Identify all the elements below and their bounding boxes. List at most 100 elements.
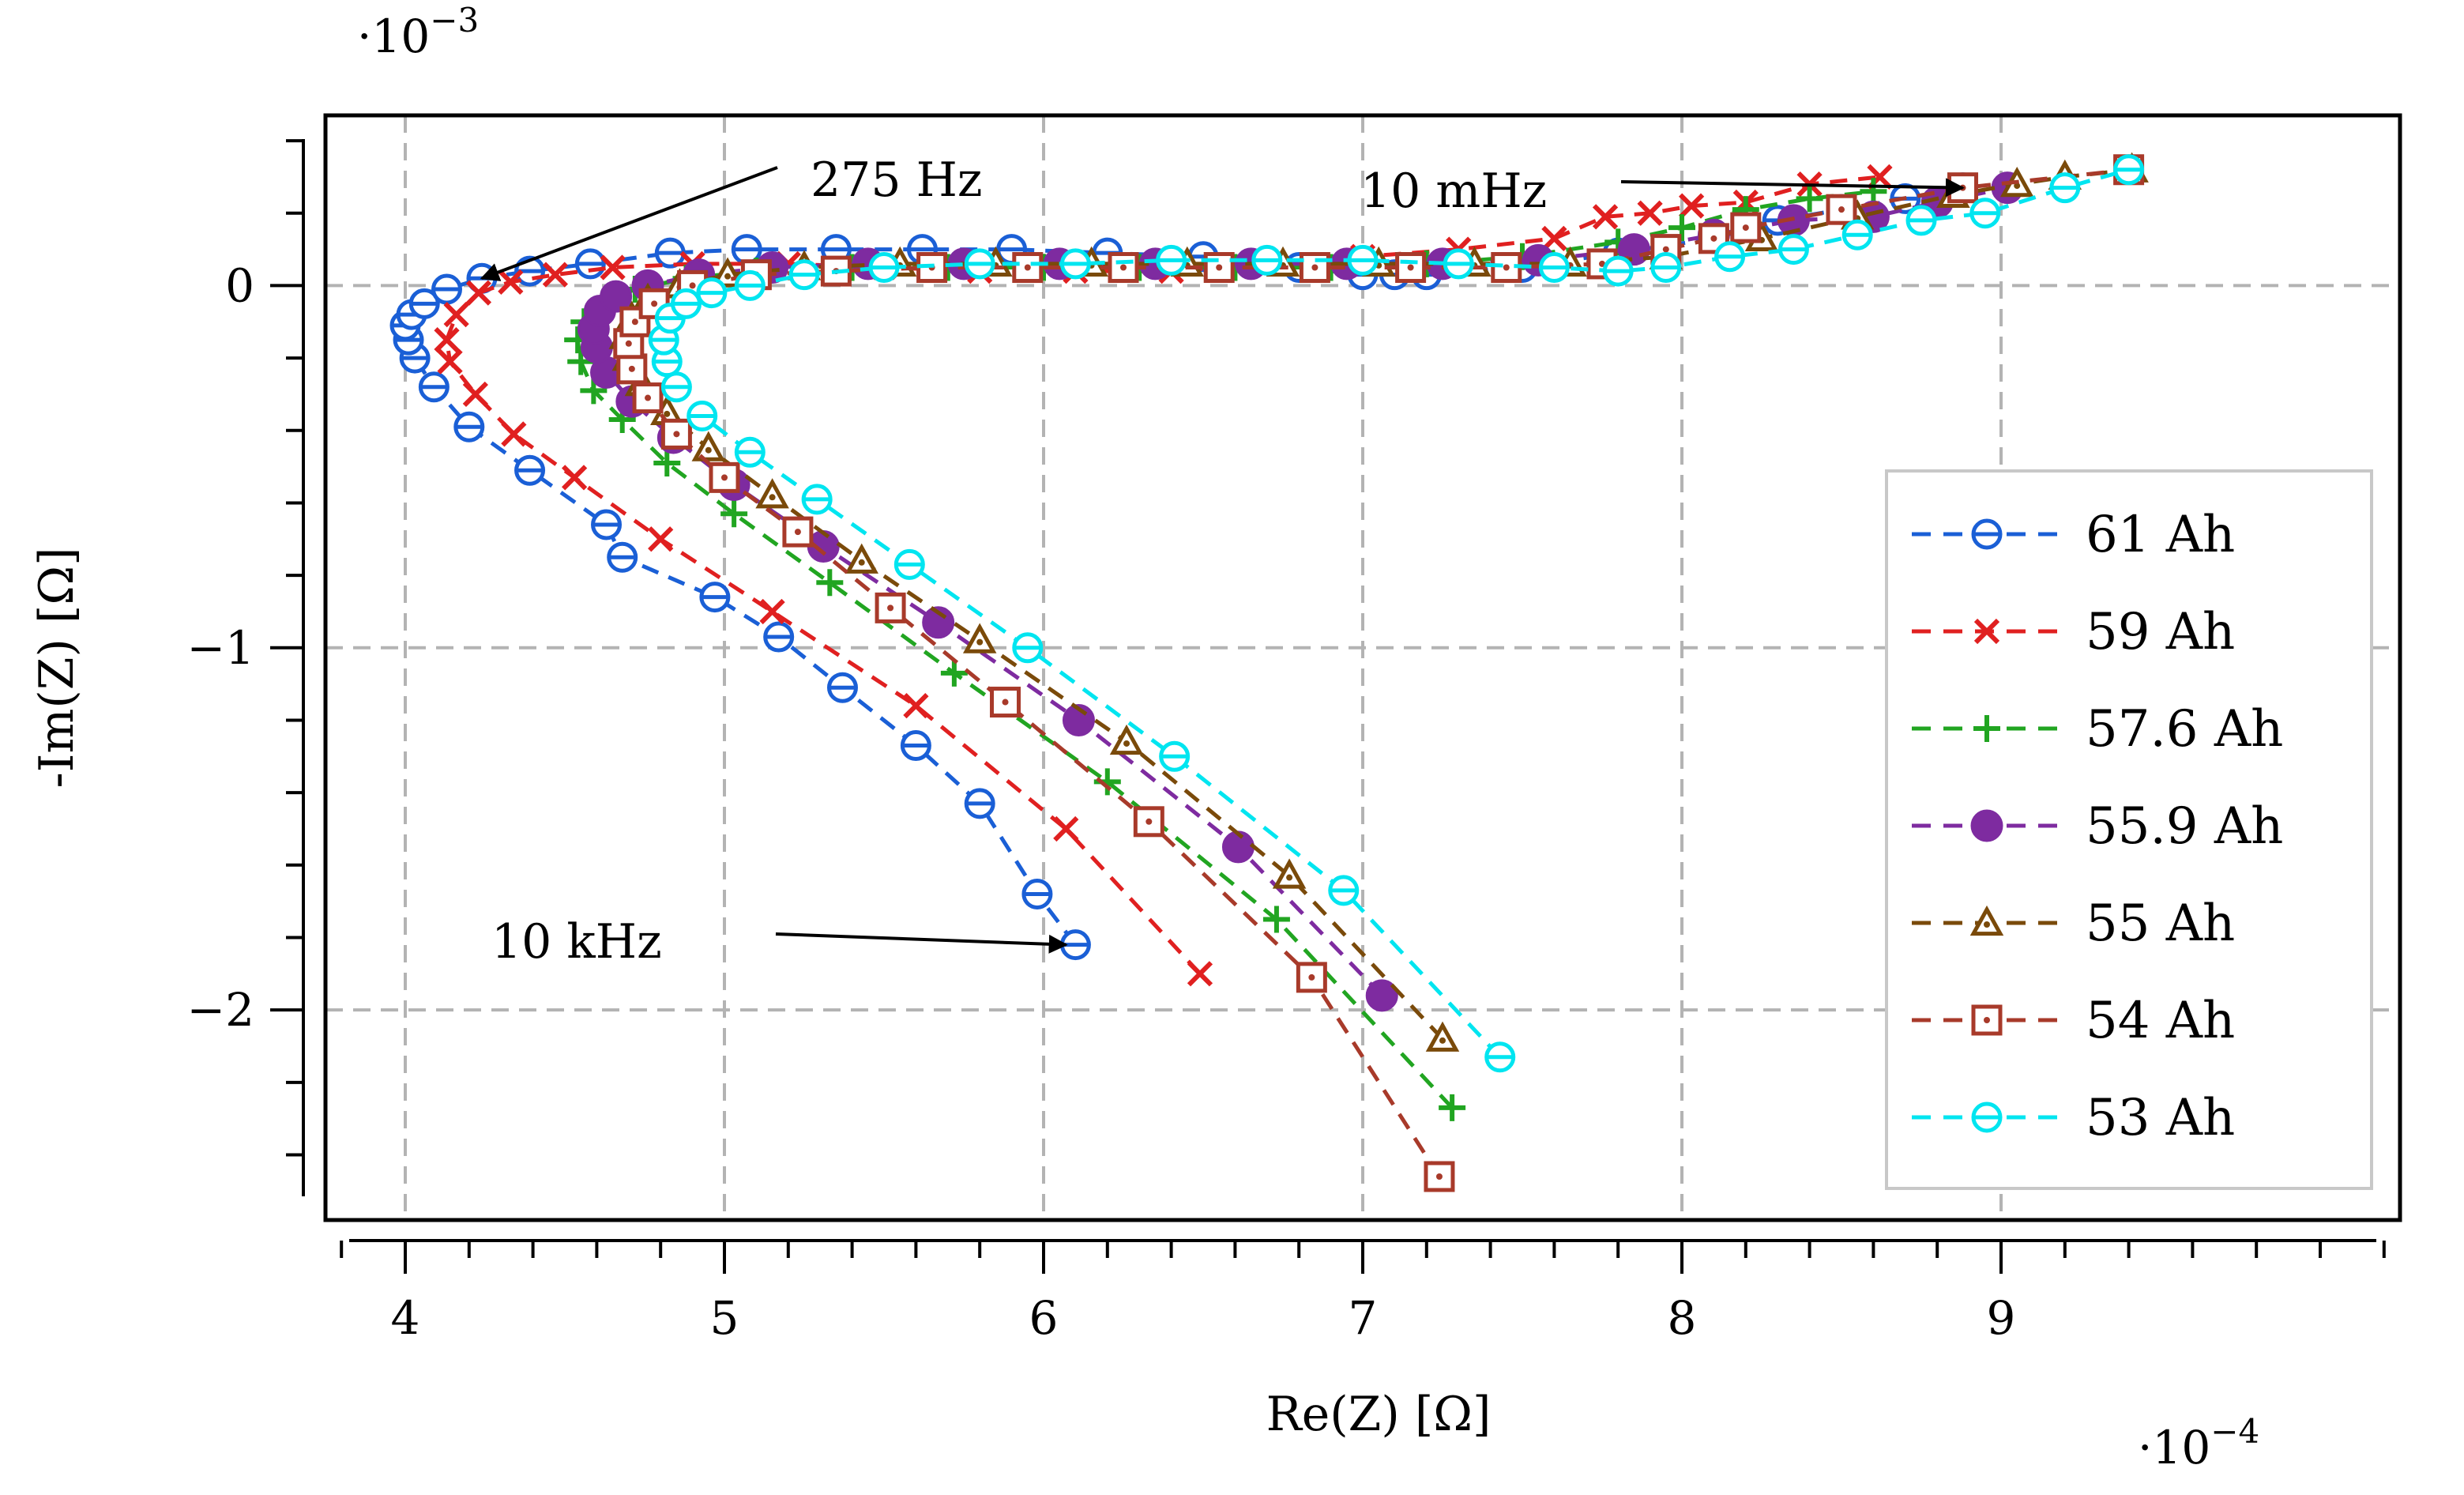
legend-label: 59 Ah [2086, 603, 2235, 661]
data-point [434, 327, 460, 353]
marker-dot [631, 318, 638, 326]
y-scale-base: ·10 [357, 9, 430, 63]
data-point [1109, 724, 1144, 755]
data-point [755, 478, 789, 509]
data-point [1133, 806, 1164, 838]
marker-dot [858, 559, 865, 566]
marker-dot [673, 431, 680, 438]
data-point [699, 582, 731, 613]
marker-dot [1710, 235, 1717, 242]
legend-box [1885, 469, 2373, 1190]
data-point [1251, 244, 1283, 276]
data-point [1203, 252, 1235, 284]
data-point [2113, 154, 2145, 186]
plot-frame [323, 113, 2402, 1222]
data-point [709, 461, 740, 493]
marker-dot [721, 474, 728, 481]
legend-swatch-marker [1971, 1101, 2003, 1133]
marker-dot [689, 282, 696, 289]
marker-dot [625, 340, 632, 347]
data-point [720, 500, 748, 528]
data-point [922, 606, 955, 639]
legend-swatch-marker [1971, 1004, 2003, 1036]
data-point [875, 592, 906, 623]
data-point [431, 273, 463, 305]
data-point [1969, 198, 2001, 229]
data-point [964, 248, 995, 280]
marker-dot [1435, 1173, 1443, 1180]
legend-label: 55.9 Ah [2086, 797, 2283, 856]
annotation-label: 275 Hz [811, 153, 983, 208]
data-point [600, 280, 633, 313]
data-point [453, 411, 485, 442]
marker-dot [651, 300, 658, 307]
marker-dot [1216, 264, 1223, 271]
data-point [1777, 234, 1809, 265]
marker-dot [1662, 246, 1669, 253]
data-point [2049, 172, 2081, 204]
marker-dot [2014, 183, 2021, 190]
data-point [1272, 858, 1307, 889]
data-point [1159, 740, 1191, 772]
data-point [868, 252, 900, 284]
marker-dot [1984, 921, 1990, 928]
data-point [653, 450, 681, 477]
x-scale-base: ·10 [2138, 1421, 2210, 1474]
marker-dot [1503, 264, 1510, 271]
data-point [561, 465, 588, 491]
legend-swatch-marker [1973, 618, 2000, 645]
marker-dot [1286, 874, 1293, 881]
data-point [607, 541, 638, 573]
data-point [1021, 878, 1053, 909]
legend-label: 61 Ah [2086, 506, 2235, 564]
annotation-label: 10 mHz [1360, 164, 1547, 219]
series-53-ah [648, 154, 2145, 1073]
marker-dot [769, 494, 776, 501]
data-point [462, 381, 489, 408]
data-point [826, 672, 858, 703]
marker-dot [1308, 973, 1315, 981]
y-axis: 0 −1 −2 [187, 139, 305, 1196]
marker-dot [1407, 264, 1414, 271]
marker-square [1971, 1004, 2003, 1036]
data-point [1424, 1161, 1455, 1192]
y-tick-label: 0 [225, 258, 254, 312]
data-point [437, 348, 463, 375]
x-tick-label: 4 [391, 1291, 420, 1345]
data-point [1650, 252, 1682, 284]
data-point [964, 788, 995, 819]
data-point [574, 248, 606, 280]
marker-dot [794, 529, 801, 536]
marker-dot [1123, 740, 1130, 747]
marker-dot [1984, 1017, 1990, 1023]
data-point [1730, 212, 1762, 243]
data-point [696, 277, 728, 309]
data-point [1328, 875, 1360, 906]
data-point [1841, 219, 1873, 250]
data-series [389, 152, 2149, 1192]
data-point [816, 569, 844, 597]
y-tick-label: −1 [187, 621, 255, 675]
data-point [1602, 255, 1634, 287]
data-point [1592, 204, 1619, 230]
marker-dot [1742, 224, 1749, 232]
data-point [1299, 252, 1330, 284]
x-tick-label: 7 [1349, 1291, 1378, 1345]
data-point [1059, 248, 1091, 280]
data-point [1826, 194, 1857, 225]
data-point [691, 431, 726, 461]
x-tick-label: 8 [1668, 1291, 1697, 1345]
legend-label: 54 Ah [2086, 992, 2235, 1050]
data-point [660, 418, 692, 450]
data-point [1443, 248, 1474, 280]
marker-dot [1120, 264, 1127, 271]
annotation-arrow [1620, 178, 1965, 198]
series-line [661, 168, 2130, 1059]
data-point [990, 687, 1021, 718]
data-point [1395, 252, 1427, 284]
data-point [654, 237, 686, 269]
data-point [671, 288, 702, 319]
data-point [1012, 632, 1044, 664]
data-point [962, 623, 997, 653]
legend-swatch-marker [1973, 715, 2000, 742]
